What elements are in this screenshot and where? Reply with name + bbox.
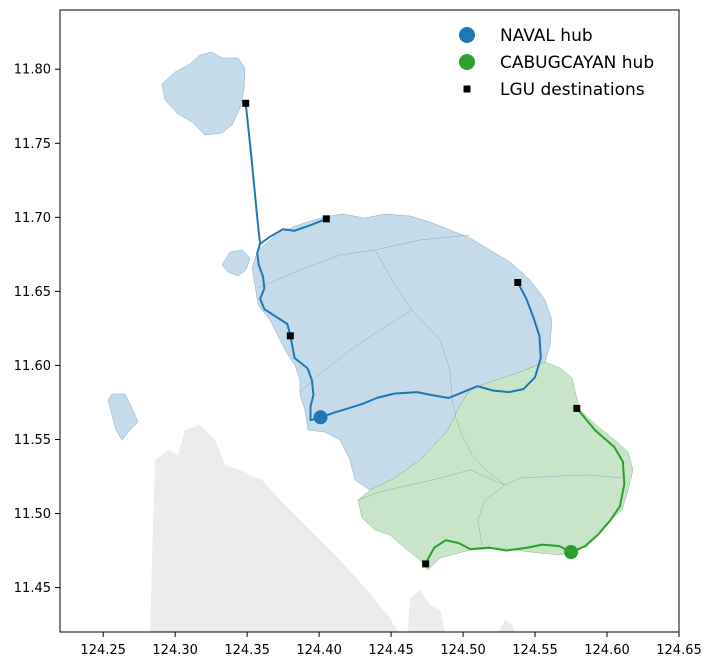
x-tick-label: 124.60 bbox=[584, 643, 630, 658]
legend-marker-1 bbox=[459, 27, 475, 43]
x-tick-label: 124.35 bbox=[224, 643, 270, 658]
background-landmass bbox=[150, 425, 398, 632]
y-tick-label: 11.55 bbox=[14, 433, 51, 448]
x-axis: 124.25 124.30 124.35 124.40 124.45 124.50 124.… bbox=[80, 632, 702, 658]
map-area bbox=[107, 51, 634, 632]
x-tick-label: 124.50 bbox=[440, 643, 486, 658]
y-axis: 11.45 11.50 11.55 11.60 11.65 11.70 11.75 11.80 bbox=[14, 63, 60, 596]
legend: NAVAL hub CABUGCAYAN hub LGU destinations bbox=[459, 26, 654, 100]
small-islet bbox=[221, 249, 251, 277]
y-tick-label: 11.75 bbox=[14, 137, 51, 152]
y-tick-label: 11.65 bbox=[14, 285, 51, 300]
y-tick-label: 11.45 bbox=[14, 581, 51, 596]
y-tick-label: 11.50 bbox=[14, 507, 51, 522]
destination-marker-4 bbox=[286, 332, 294, 340]
destination-marker-1 bbox=[242, 99, 250, 107]
naval-hub-marker bbox=[313, 410, 328, 425]
destination-marker-5 bbox=[573, 404, 581, 412]
legend-marker-3 bbox=[463, 85, 471, 93]
x-tick-label: 124.40 bbox=[296, 643, 342, 658]
background-landmass-small bbox=[408, 590, 445, 632]
x-tick-label: 124.25 bbox=[80, 643, 126, 658]
cabugcayan-hub-marker bbox=[564, 545, 579, 560]
background-landmass-corner bbox=[498, 620, 515, 632]
axes-frame bbox=[59, 9, 680, 633]
marker-layer bbox=[242, 99, 581, 568]
west-islet bbox=[107, 393, 139, 441]
x-tick-label: 124.45 bbox=[368, 643, 414, 658]
route-line-3 bbox=[320, 282, 542, 419]
destination-marker-2 bbox=[322, 215, 330, 223]
legend-label-3: LGU destinations bbox=[500, 80, 645, 100]
destination-marker-3 bbox=[514, 278, 522, 286]
y-tick-label: 11.70 bbox=[14, 211, 51, 226]
route-line-2 bbox=[259, 217, 327, 245]
y-tick-label: 11.60 bbox=[14, 359, 51, 374]
legend-label-2: CABUGCAYAN hub bbox=[500, 53, 654, 73]
destination-marker-6 bbox=[422, 560, 430, 568]
admin-boundaries bbox=[257, 234, 623, 546]
x-tick-label: 124.30 bbox=[152, 643, 198, 658]
x-tick-label: 124.65 bbox=[656, 643, 702, 658]
route-layer bbox=[244, 103, 626, 565]
legend-marker-2 bbox=[459, 54, 475, 70]
route-line-5 bbox=[424, 539, 572, 565]
route-line-4 bbox=[570, 407, 626, 553]
legend-label-1: NAVAL hub bbox=[500, 26, 593, 46]
route-line-1 bbox=[244, 103, 321, 422]
x-tick-label: 124.55 bbox=[512, 643, 558, 658]
north-island bbox=[161, 51, 246, 136]
y-tick-label: 11.80 bbox=[14, 63, 51, 78]
